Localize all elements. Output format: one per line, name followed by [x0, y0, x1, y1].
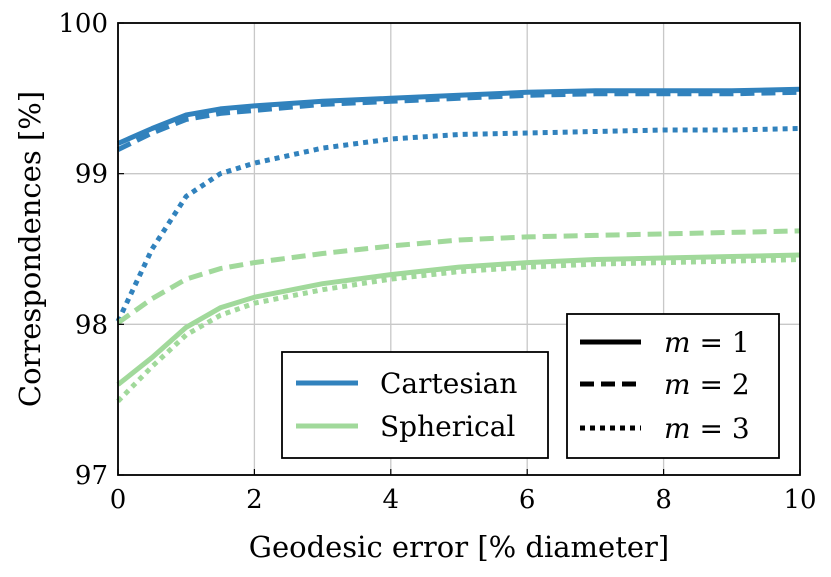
y-tick-label: 97 — [75, 461, 108, 491]
legend-eq-m3: = 3 — [699, 412, 749, 445]
x-tick-label: 4 — [383, 485, 400, 515]
x-tick-label: 0 — [110, 485, 127, 515]
legend-eq-m1: = 1 — [699, 326, 749, 359]
legend-var-m3: m — [664, 412, 691, 445]
series-line-cartesian-m1 — [116, 86, 801, 146]
x-tick-label: 10 — [783, 485, 816, 515]
y-tick-labels: 97 98 99 100 — [58, 9, 108, 491]
legend-label-spherical: Spherical — [380, 410, 515, 443]
x-tick-label: 2 — [246, 485, 263, 515]
series-line-cartesian-m3 — [115, 126, 801, 323]
series-line-cartesian-m2 — [116, 89, 801, 152]
plot-area — [117, 22, 801, 476]
x-tick-labels: 0 2 4 6 8 10 — [110, 485, 817, 515]
legend-encoding-frame — [281, 351, 549, 459]
legend-label-m2: m = 2 — [664, 368, 750, 401]
legend-var-m1: m — [664, 326, 691, 359]
legend-label-m1: m = 1 — [664, 326, 750, 359]
legend-label-m3: m = 3 — [664, 412, 750, 445]
series-line-spherical-m3 — [116, 257, 801, 403]
legend-label-cartesian: Cartesian — [380, 367, 517, 400]
x-tick-label: 8 — [655, 485, 672, 515]
x-axis-label: Geodesic error [% diameter] — [249, 530, 669, 564]
y-axis-label: Correspondences [%] — [13, 91, 47, 407]
y-tick-label: 99 — [75, 160, 108, 190]
y-tick-label: 98 — [75, 310, 108, 340]
y-tick-label: 100 — [58, 9, 108, 39]
legend-eq-m2: = 2 — [699, 368, 749, 401]
series-lines — [115, 86, 801, 403]
series-line-spherical-m1 — [116, 252, 801, 387]
legend-m: m = 1 m = 2 m = 3 — [566, 313, 780, 459]
ticks — [117, 22, 801, 476]
legend-encoding: Cartesian Spherical — [281, 351, 549, 459]
x-tick-label: 6 — [519, 485, 536, 515]
legend-var-m2: m — [664, 368, 691, 401]
